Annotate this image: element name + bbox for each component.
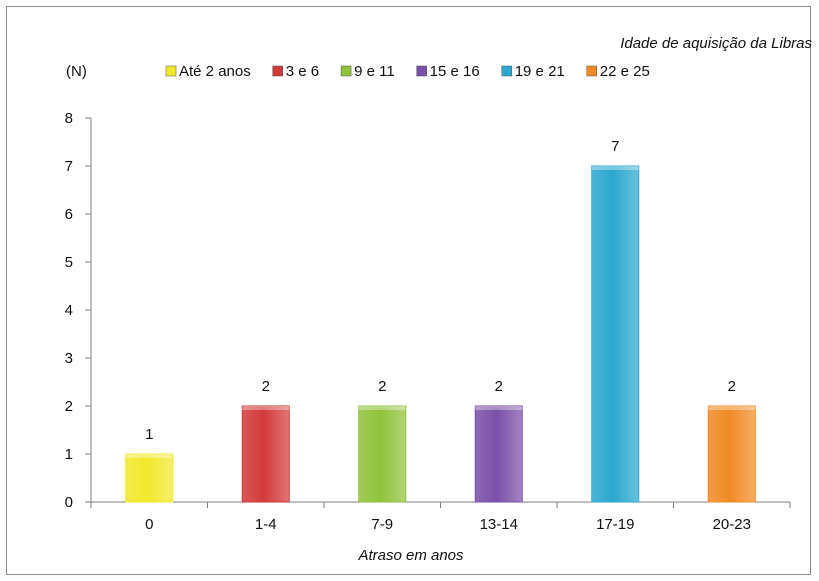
data-label: 2 (495, 378, 503, 395)
data-label: 7 (611, 138, 619, 155)
y-tick-label: 1 (65, 446, 73, 463)
bar (241, 405, 290, 503)
bar (474, 405, 523, 503)
legend-swatch (340, 65, 352, 77)
bar (125, 453, 174, 503)
bar-top-highlight (242, 406, 290, 410)
bar-top-highlight (475, 406, 523, 410)
y-tick-label: 0 (65, 494, 73, 511)
x-tick-label: 13-14 (480, 516, 518, 533)
x-tick-label: 1-4 (255, 516, 277, 533)
legend-label: 15 e 16 (430, 63, 480, 80)
bar (707, 405, 756, 503)
y-tick-label: 3 (65, 350, 73, 367)
x-tick-label: 0 (145, 516, 153, 533)
legend-swatch (165, 65, 177, 77)
x-tick-label: 17-19 (596, 516, 634, 533)
bar-top-highlight (591, 166, 639, 170)
legend-swatch (416, 65, 427, 77)
y-tick-label: 7 (65, 158, 73, 175)
bar-top-highlight (125, 454, 173, 458)
x-tick-label: 7-9 (371, 516, 393, 533)
y-tick-label: 6 (65, 206, 73, 223)
legend-label: 9 e 11 (354, 63, 395, 80)
legend-label: 3 e 6 (286, 63, 319, 80)
bar-top-highlight (708, 406, 756, 410)
legend-label: 22 e 25 (600, 63, 650, 80)
bar-top-highlight (358, 406, 406, 410)
legend-swatch (272, 65, 283, 77)
legend-swatch (501, 65, 512, 77)
y-tick-label: 8 (65, 110, 73, 127)
legend-title: Idade de aquisição da Libras (620, 35, 812, 52)
data-label: 1 (145, 426, 153, 443)
bar (358, 405, 407, 503)
y-tick-label: 4 (65, 302, 73, 319)
data-label: 2 (262, 378, 270, 395)
data-label: 2 (378, 378, 386, 395)
legend-label: 19 e 21 (515, 63, 565, 80)
data-label: 2 (728, 378, 736, 395)
legend-swatch (586, 65, 598, 77)
y-axis-label: (N) (66, 63, 87, 80)
legend-label: Até 2 anos (179, 63, 251, 80)
y-tick-label: 2 (65, 398, 73, 415)
bar (591, 165, 640, 503)
y-tick-label: 5 (65, 254, 73, 271)
x-axis-label: Atraso em anos (357, 547, 464, 564)
x-tick-label: 20-23 (713, 516, 751, 533)
